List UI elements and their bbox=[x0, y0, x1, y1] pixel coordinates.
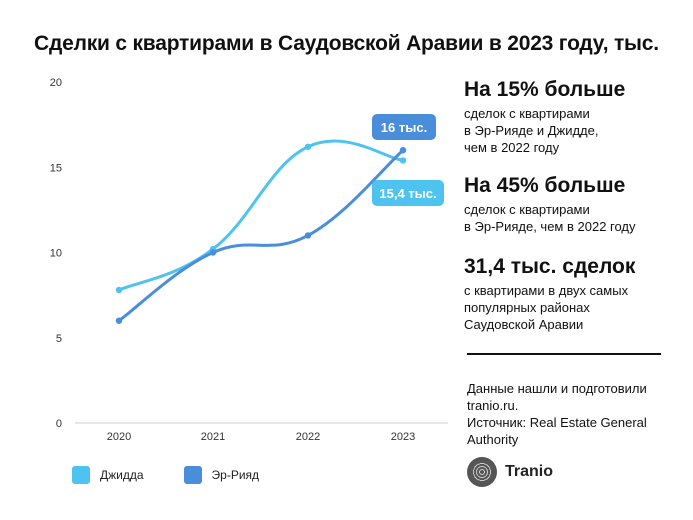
stat-text: с квартирами в двух самых популярных рай… bbox=[464, 282, 690, 333]
y-tick-label: 5 bbox=[56, 333, 62, 345]
legend-label-riyadh: Эр-Рияд bbox=[211, 468, 260, 482]
stat-headline: 31,4 тыс. сделок bbox=[464, 255, 636, 278]
legend-swatch-jeddah bbox=[72, 466, 90, 484]
legend-label-jeddah: Джидда bbox=[100, 468, 144, 482]
stat-line: в Эр-Рияде, чем в 2022 году bbox=[464, 219, 636, 234]
chart-legend: Джидда Эр-Рияд bbox=[72, 466, 299, 484]
data-point bbox=[304, 143, 312, 150]
tranio-logo[interactable]: Tranio bbox=[467, 457, 553, 487]
stat-line: популярных районах bbox=[464, 300, 590, 315]
x-tick-label: 2022 bbox=[296, 431, 320, 443]
stat-line: сделок с квартирами bbox=[464, 106, 590, 121]
data-point bbox=[209, 249, 217, 256]
x-tick-label: 2021 bbox=[201, 431, 225, 443]
data-point bbox=[399, 157, 407, 164]
note-line: tranio.ru. bbox=[467, 398, 519, 413]
tranio-logo-text: Tranio bbox=[505, 463, 554, 480]
source-note: Данные нашли и подготовили tranio.ru. Ис… bbox=[467, 380, 692, 448]
stat-text: сделок с квартирами в Эр-Рияде и Джидде,… bbox=[464, 105, 690, 156]
stat-line: в Эр-Рияде и Джидде, bbox=[464, 123, 599, 138]
stat-block-2: На 45% больше сделок с квартирами в Эр-Р… bbox=[464, 174, 690, 235]
chart-title: Сделки с квартирами в Саудовской Аравии … bbox=[34, 32, 659, 55]
stat-headline: На 15% больше bbox=[464, 78, 626, 101]
y-tick-label: 0 bbox=[56, 418, 62, 430]
y-tick-label: 15 bbox=[50, 162, 62, 174]
y-tick-label: 20 bbox=[50, 77, 62, 89]
data-point bbox=[304, 232, 312, 239]
x-tick-label: 2023 bbox=[391, 431, 415, 443]
stat-line: Саудовской Аравии bbox=[464, 317, 584, 332]
legend-swatch-riyadh bbox=[183, 466, 202, 484]
stat-block-1: На 15% больше сделок с квартирами в Эр-Р… bbox=[464, 78, 690, 156]
stat-line: с квартирами в двух самых bbox=[464, 283, 629, 298]
annotation-label: 15,4 тыс. bbox=[379, 186, 436, 201]
annotation-box bbox=[372, 180, 444, 206]
annotation-label: 16 тыс. bbox=[381, 120, 427, 135]
series-line-jeddah bbox=[117, 139, 405, 292]
divider bbox=[467, 353, 661, 355]
x-tick-label: 2020 bbox=[107, 431, 131, 443]
annotation-box bbox=[372, 114, 436, 140]
stat-headline: На 45% больше bbox=[464, 174, 626, 197]
note-line: Authority bbox=[467, 432, 519, 447]
data-point bbox=[115, 317, 123, 324]
note-line: Источник: Real Estate General bbox=[467, 415, 647, 430]
stat-line: чем в 2022 году bbox=[464, 140, 560, 155]
stat-text: сделок с квартирами в Эр-Рияде, чем в 20… bbox=[464, 201, 690, 235]
data-point bbox=[399, 147, 407, 154]
note-line: Данные нашли и подготовили bbox=[467, 381, 647, 396]
y-tick-label: 10 bbox=[50, 248, 62, 260]
stat-line: сделок с квартирами bbox=[464, 202, 590, 217]
series-line-riyadh bbox=[117, 148, 405, 323]
stat-block-3: 31,4 тыс. сделок с квартирами в двух сам… bbox=[464, 255, 690, 333]
data-point bbox=[115, 286, 123, 294]
tranio-logo-icon bbox=[467, 457, 497, 487]
